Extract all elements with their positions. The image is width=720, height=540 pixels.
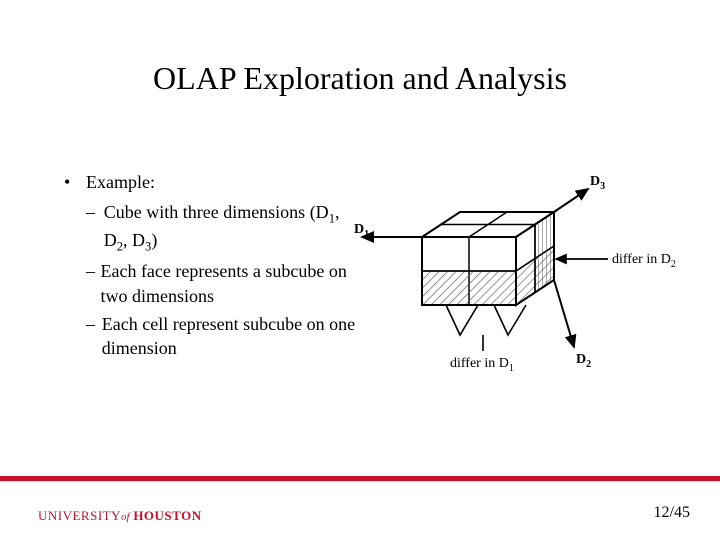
axis-d1-label: D1: [354, 222, 369, 240]
bullet-text: Each cell represent subcube on one dimen…: [102, 312, 364, 361]
dash-marker: –: [86, 259, 100, 308]
bullet-marker: •: [64, 170, 86, 194]
bullet-level2-group: – Cube with three dimensions (D1, D2, D3…: [86, 200, 364, 360]
axis-d3-label: D3: [590, 174, 605, 192]
slide-title: OLAP Exploration and Analysis: [0, 60, 720, 97]
footer-divider: [0, 476, 720, 480]
cube-svg: D1 D3 D2 differ in D2 differ in D1: [350, 165, 680, 395]
content-block: • Example: – Cube with three dimensions …: [64, 170, 364, 361]
bullet-level2: – Each cell represent subcube on one dim…: [86, 312, 364, 361]
bullet-level2: – Each face represents a subcube on two …: [86, 259, 364, 308]
axis-d2-label: D2: [576, 352, 591, 370]
university-logo: UNIVERSITYof HOUSTON: [38, 508, 202, 524]
page-number: 12/45: [654, 504, 690, 522]
slide: OLAP Exploration and Analysis • Example:…: [0, 0, 720, 540]
differ-d2-label: differ in D2: [612, 252, 676, 270]
dash-marker: –: [86, 312, 102, 361]
differ-d1-label: differ in D1: [450, 356, 514, 374]
cube-diagram: D1 D3 D2 differ in D2 differ in D1: [350, 165, 680, 395]
bullet-text: Example:: [86, 170, 155, 194]
bullet-level1: • Example:: [64, 170, 364, 194]
bullet-level2: – Cube with three dimensions (D1, D2, D3…: [86, 200, 364, 255]
dash-marker: –: [86, 200, 104, 255]
bullet-text: Each face represents a subcube on two di…: [100, 259, 364, 308]
bullet-text: Cube with three dimensions (D1, D2, D3): [104, 200, 364, 255]
